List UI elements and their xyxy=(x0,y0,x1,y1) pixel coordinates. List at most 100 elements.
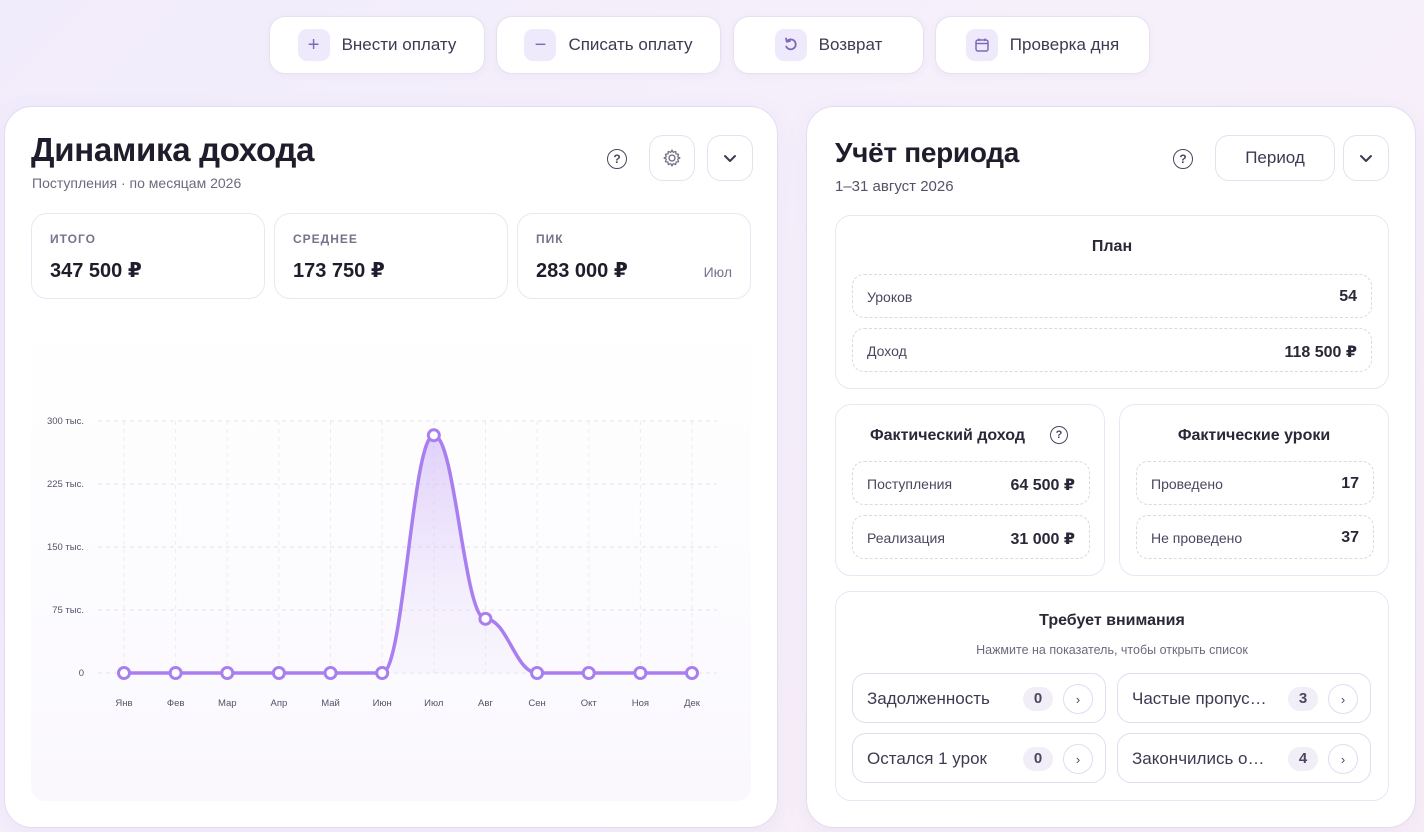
one-lesson-left-label: Остался 1 урок xyxy=(867,749,987,768)
stat-average-label: СРЕДНЕЕ xyxy=(293,232,358,246)
stat-average-value: 173 750 ₽ xyxy=(293,260,385,282)
period-collapse-button[interactable] xyxy=(1343,135,1389,181)
stat-total: ИТОГО 347 500 ₽ xyxy=(31,213,265,299)
y-tick-label: 0 xyxy=(79,668,84,679)
plan-box: План Уроков 54 Доход 118 500 ₽ xyxy=(835,215,1389,389)
attention-box: Требует внимания Нажмите на показатель, … xyxy=(835,591,1389,801)
debt-label: Задолженность xyxy=(867,689,990,708)
plus-icon: + xyxy=(297,29,330,61)
y-tick-label: 225 тыс. xyxy=(47,479,84,490)
realization-label: Реализация xyxy=(867,530,945,546)
help-icon[interactable]: ? xyxy=(607,149,627,169)
charge-payment-button[interactable]: − Списать оплату xyxy=(496,16,721,74)
data-point-Янв[interactable] xyxy=(117,666,131,680)
stat-peak-month: Июл xyxy=(703,264,732,280)
x-tick-label: Фев xyxy=(167,698,185,709)
frequent-absences-count: 3 xyxy=(1288,687,1318,711)
data-point-Окт[interactable] xyxy=(581,666,596,680)
x-tick-label: Июл xyxy=(424,698,443,709)
data-point-Дек[interactable] xyxy=(685,666,699,680)
chevron-down-icon xyxy=(1360,155,1372,162)
x-tick-label: Июн xyxy=(373,698,392,709)
data-point-Ноя[interactable] xyxy=(633,666,648,680)
ended-label: Закончились о… xyxy=(1132,749,1265,768)
ended-count: 4 xyxy=(1288,747,1318,771)
plan-income-row: Доход 118 500 ₽ xyxy=(852,328,1372,372)
realization-row: Реализация 31 000 ₽ xyxy=(852,515,1090,559)
one-lesson-left-count: 0 xyxy=(1023,747,1053,771)
attention-hint: Нажмите на показатель, чтобы открыть спи… xyxy=(976,643,1248,657)
frequent-absences-button[interactable]: Частые пропус… 3 › xyxy=(1117,673,1371,723)
one-lesson-left-button[interactable]: Остался 1 урок 0 › xyxy=(852,733,1106,783)
data-point-Июл[interactable] xyxy=(426,428,441,443)
lessons-notdone-value: 37 xyxy=(1341,529,1359,546)
calendar-icon xyxy=(965,29,998,61)
chevron-right-icon: › xyxy=(1328,744,1358,774)
x-tick-label: Май xyxy=(321,698,340,709)
period-subtitle: 1–31 август 2026 xyxy=(835,178,954,195)
receipts-label: Поступления xyxy=(867,476,953,492)
refund-button[interactable]: Возврат xyxy=(733,16,924,74)
income-panel: Динамика дохода Поступления · по месяцам… xyxy=(4,106,778,828)
ended-button[interactable]: Закончились о… 4 › xyxy=(1117,733,1371,783)
income-chart: 0 75 тыс. 150 тыс. 225 тыс. 300 тыс. Янв Фев М… xyxy=(31,317,751,801)
stat-peak-label: ПИК xyxy=(536,232,564,246)
data-point-Май[interactable] xyxy=(323,666,338,680)
y-tick-label: 300 тыс. xyxy=(47,416,84,427)
charge-payment-label: Списать оплату xyxy=(568,35,693,54)
chevron-right-icon: › xyxy=(1063,744,1093,774)
period-title: Учёт периода xyxy=(835,137,1020,168)
income-subtitle: Поступления · по месяцам 2026 xyxy=(32,175,242,191)
x-tick-label: Авг xyxy=(478,698,493,709)
undo-icon xyxy=(774,29,807,61)
chevron-right-icon: › xyxy=(1063,684,1093,714)
stat-peak: ПИК 283 000 ₽ Июл xyxy=(517,213,751,299)
data-point-Июн[interactable] xyxy=(375,666,390,680)
data-point-Авг[interactable] xyxy=(478,611,493,626)
data-point-Апр[interactable] xyxy=(271,666,286,680)
add-payment-label: Внести оплату xyxy=(341,35,457,54)
lessons-done-label: Проведено xyxy=(1151,476,1223,492)
lessons-done-value: 17 xyxy=(1341,475,1359,492)
debt-count: 0 xyxy=(1023,687,1053,711)
plan-lessons-label: Уроков xyxy=(867,289,913,305)
income-title: Динамика дохода xyxy=(31,131,315,168)
stat-total-label: ИТОГО xyxy=(50,232,96,246)
x-tick-label: Сен xyxy=(528,698,545,709)
x-tick-label: Ноя xyxy=(632,698,649,709)
settings-button[interactable] xyxy=(649,135,695,181)
help-icon[interactable]: ? xyxy=(1173,149,1193,169)
debt-button[interactable]: Задолженность 0 › xyxy=(852,673,1106,723)
plan-lessons-value: 54 xyxy=(1339,288,1357,305)
y-tick-label: 75 тыс. xyxy=(52,605,84,616)
lessons-done-row: Проведено 17 xyxy=(1136,461,1374,505)
actual-lessons-box: Фактические уроки Проведено 17 Не провед… xyxy=(1119,404,1389,576)
period-panel: Учёт периода 1–31 август 2026 ? Период П… xyxy=(806,106,1416,828)
stat-peak-value: 283 000 ₽ xyxy=(536,260,628,282)
period-button[interactable]: Период xyxy=(1215,135,1335,181)
refund-label: Возврат xyxy=(818,35,883,54)
receipts-row: Поступления 64 500 ₽ xyxy=(852,461,1090,505)
add-payment-button[interactable]: + Внести оплату xyxy=(269,16,485,74)
x-tick-label: Апр xyxy=(271,698,288,709)
lessons-notdone-label: Не проведено xyxy=(1151,530,1243,546)
x-tick-label: Янв xyxy=(115,698,132,709)
plan-lessons-row: Уроков 54 xyxy=(852,274,1372,318)
collapse-button[interactable] xyxy=(707,135,753,181)
income-line-chart: 0 75 тыс. 150 тыс. 225 тыс. 300 тыс. Янв Фев М… xyxy=(47,416,717,709)
data-point-Сен[interactable] xyxy=(530,666,545,680)
day-check-label: Проверка дня xyxy=(1009,35,1120,54)
attention-title: Требует внимания xyxy=(1039,612,1185,629)
stat-average: СРЕДНЕЕ 173 750 ₽ xyxy=(274,213,508,299)
actual-income-box: Фактический доход ? Поступления 64 500 ₽… xyxy=(835,404,1105,576)
day-check-button[interactable]: Проверка дня xyxy=(935,16,1150,74)
x-tick-label: Окт xyxy=(581,698,598,709)
data-point-Мар[interactable] xyxy=(220,666,235,680)
chevron-down-icon xyxy=(724,155,736,162)
plan-title: План xyxy=(1091,238,1133,255)
data-point-Фев[interactable] xyxy=(168,666,183,680)
frequent-absences-label: Частые пропус… xyxy=(1132,689,1267,708)
action-bar: + Внести оплату − Списать оплату Возврат… xyxy=(0,16,1424,74)
lessons-notdone-row: Не проведено 37 xyxy=(1136,515,1374,559)
help-icon[interactable]: ? xyxy=(1050,426,1068,444)
